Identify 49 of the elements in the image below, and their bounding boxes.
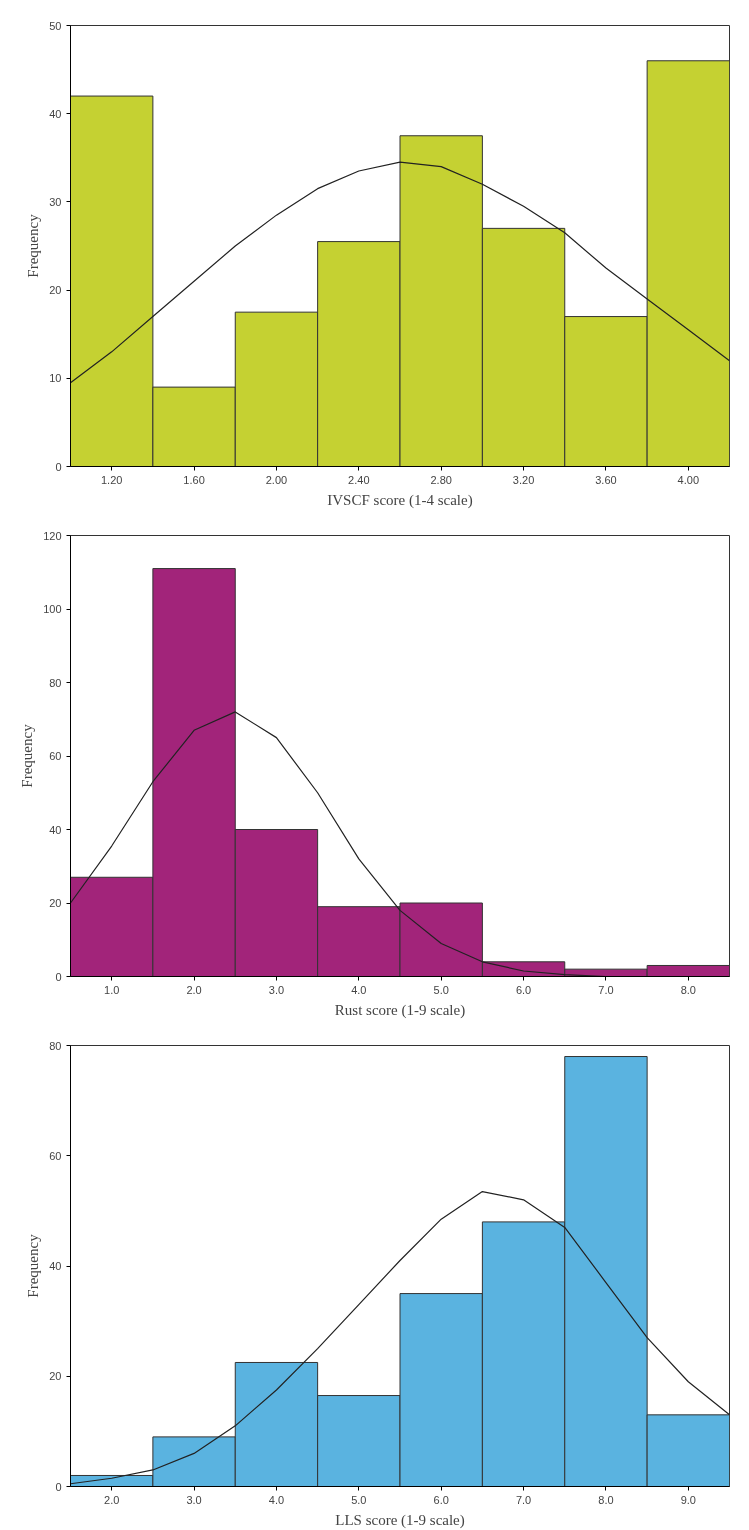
y-axis-title: Frequency — [25, 1233, 42, 1298]
y-tick-label: 80 — [49, 1039, 62, 1052]
x-tick-label: 2.00 — [265, 473, 288, 486]
x-tick-label: 5.0 — [351, 1493, 367, 1506]
y-tick-label: 20 — [49, 897, 62, 909]
x-tick-label: 6.0 — [515, 983, 532, 996]
x-tick-label: 3.0 — [268, 983, 285, 996]
x-tick-label: 4.0 — [268, 1493, 285, 1506]
x-tick-label: 3.0 — [186, 1493, 202, 1506]
x-tick-label: 4.0 — [351, 983, 367, 996]
y-tick-label: 60 — [49, 750, 62, 762]
y-axis-title: Frequency — [25, 213, 42, 278]
x-tick-label: 2.0 — [186, 983, 202, 996]
y-tick-label: 60 — [49, 1149, 62, 1162]
y-axis-title: Frequency — [19, 723, 36, 788]
line-series — [70, 161, 730, 384]
x-tick-label: 2.40 — [348, 473, 370, 486]
x-tick-label: 2.80 — [430, 473, 452, 486]
y-tick-label: 50 — [49, 19, 62, 32]
y-tick-label: 0 — [55, 970, 62, 983]
x-tick-label: 4.00 — [677, 473, 700, 486]
x-axis-title: IVSCF score (1-4 scale) — [327, 491, 473, 509]
y-tick-label: 20 — [49, 1370, 62, 1383]
x-axis-title: Rust score (1-9 scale) — [334, 1001, 466, 1019]
y-tick-label: 120 — [43, 529, 62, 542]
x-tick-label: 8.0 — [598, 1493, 614, 1506]
x-tick-label: 1.20 — [100, 473, 123, 486]
x-tick-label: 2.0 — [104, 1493, 120, 1506]
y-tick-label: 40 — [49, 823, 62, 836]
y-tick-label: 10 — [49, 372, 62, 385]
y-tick-label: 0 — [55, 460, 62, 473]
y-tick-label: 0 — [55, 1480, 62, 1493]
y-tick-label: 30 — [49, 195, 62, 208]
y-tick-label: 100 — [43, 603, 62, 615]
x-tick-label: 3.60 — [595, 473, 617, 486]
x-tick-label: 1.60 — [183, 473, 205, 486]
x-tick-label: 9.0 — [680, 1493, 696, 1506]
x-tick-label: 7.0 — [598, 983, 614, 996]
x-tick-label: 7.0 — [515, 1493, 532, 1506]
y-tick-label: 20 — [49, 284, 62, 297]
y-tick-label: 80 — [49, 676, 62, 689]
x-tick-label: 3.20 — [512, 473, 535, 486]
x-tick-label: 8.0 — [680, 983, 696, 996]
y-tick-label: 40 — [49, 1260, 62, 1272]
x-axis-title: LLS score (1-9 scale) — [335, 1511, 465, 1529]
x-tick-label: 6.0 — [433, 1493, 449, 1506]
x-tick-label: 1.0 — [104, 983, 120, 996]
x-tick-label: 5.0 — [433, 983, 449, 996]
y-tick-label: 40 — [49, 107, 62, 120]
